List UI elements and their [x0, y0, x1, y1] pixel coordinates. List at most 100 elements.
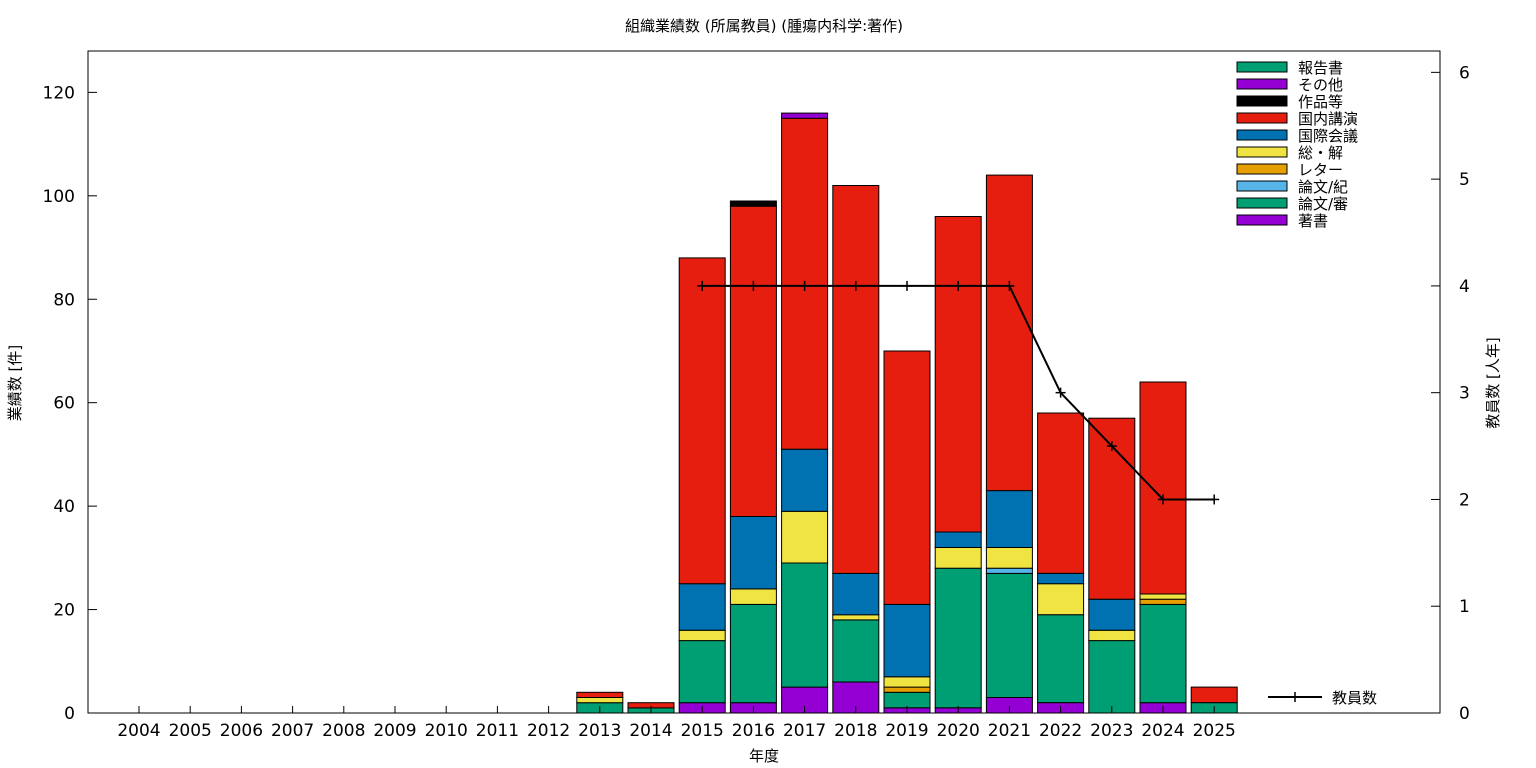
y-tick-label-2: 40 [53, 497, 75, 517]
y2-axis-label: 教員数 [人年] [1484, 337, 1502, 428]
bar-2020-series-4 [934, 547, 982, 569]
x-tick-label-8: 2012 [527, 721, 570, 741]
bar-2017-series-5 [781, 448, 829, 512]
bar-2016-series-6 [729, 205, 777, 517]
bar-2022-series-5 [1037, 572, 1085, 585]
bar-2018-series-1 [832, 619, 880, 683]
teacher-count-point-2023 [1106, 441, 1117, 452]
y-tick-label-4: 80 [53, 290, 75, 310]
bar-2023-series-4 [1088, 629, 1136, 642]
x-tick-label-7: 2011 [476, 721, 519, 741]
bar-2021-series-4 [985, 547, 1033, 569]
x-tick-label-14: 2018 [834, 721, 877, 741]
x-tick-label-10: 2014 [629, 721, 672, 741]
teacher-count-point-2016 [748, 280, 759, 291]
bar-2016-series-5 [729, 516, 777, 590]
bar-2016-series-4 [729, 588, 777, 605]
x-tick-label-3: 2007 [271, 721, 314, 741]
bar-2021-series-6 [985, 174, 1033, 492]
bar-2022-series-4 [1037, 583, 1085, 616]
bar-2019-series-3 [883, 686, 931, 693]
x-tick-label-15: 2019 [885, 721, 928, 741]
legend-swatch-5 [1236, 146, 1288, 158]
x-tick-label-0: 2004 [117, 721, 160, 741]
legend-swatch-3 [1236, 112, 1288, 124]
bar-2024-series-6 [1139, 381, 1187, 595]
legend-swatch-0 [1236, 61, 1288, 73]
bar-2023-series-1 [1088, 640, 1136, 714]
bar-2015-series-5 [678, 583, 726, 631]
x-tick-label-9: 2013 [578, 721, 621, 741]
chart-title: 組織業績数 (所属教員) (腫瘍内科学:著作) [625, 17, 903, 35]
bar-2020-series-5 [934, 531, 982, 548]
bar-2021-series-5 [985, 490, 1033, 549]
bar-2017-series-1 [781, 562, 829, 688]
x-tick-label-20: 2024 [1141, 721, 1184, 741]
teacher-count-point-2021 [1004, 280, 1015, 291]
legend-swatch-2 [1236, 95, 1288, 107]
bar-2015-series-6 [678, 257, 726, 585]
x-tick-label-21: 2025 [1193, 721, 1236, 741]
x-tick-label-11: 2015 [681, 721, 724, 741]
bar-2021-series-2 [985, 567, 1033, 574]
x-tick-label-2: 2006 [220, 721, 263, 741]
bar-2018-series-5 [832, 572, 880, 616]
teacher-count-point-2015 [697, 280, 708, 291]
bar-2013-series-6 [576, 691, 624, 698]
teacher-count-point-2019 [902, 280, 912, 291]
bar-2019-series-5 [883, 603, 931, 678]
legend-label-8: 論文/審 [1298, 195, 1348, 213]
legend-label-3: 国内講演 [1298, 110, 1358, 128]
y2-tick-label-4: 4 [1459, 277, 1470, 297]
y-tick-label-5: 100 [43, 187, 75, 207]
legend-swatch-4 [1236, 129, 1288, 141]
y-tick-label-1: 20 [53, 601, 75, 621]
bar-2024-series-4 [1139, 593, 1187, 600]
bar-2020-series-6 [934, 216, 982, 533]
legend-label-7: 論文/紀 [1298, 178, 1348, 196]
line-layer [697, 280, 1220, 505]
teacher-count-point-2022 [1055, 387, 1066, 398]
y2-tick-label-6: 6 [1459, 63, 1470, 83]
y-tick-label-0: 0 [64, 704, 75, 724]
x-tick-label-4: 2008 [322, 721, 365, 741]
bar-2024-series-1 [1139, 603, 1187, 704]
legend-swatch-7 [1236, 180, 1288, 192]
y2-tick-label-0: 0 [1459, 704, 1470, 724]
bar-2022-series-1 [1037, 614, 1085, 704]
teacher-count-point-2017 [799, 280, 810, 291]
teacher-count-point-2020 [953, 280, 964, 291]
bars-layer [576, 112, 1238, 714]
legend-swatch-1 [1236, 78, 1288, 90]
bar-2020-series-1 [934, 567, 982, 709]
legend-label-9: 著書 [1298, 212, 1328, 230]
bar-2024-series-3 [1139, 598, 1187, 605]
plot-frame [87, 50, 1441, 714]
legend-swatch-8 [1236, 197, 1288, 209]
bar-2023-series-5 [1088, 598, 1136, 631]
y2-tick-label-2: 2 [1459, 490, 1470, 510]
bar-2018-series-4 [832, 614, 880, 621]
x-tick-label-1: 2005 [169, 721, 212, 741]
bar-2015-series-4 [678, 629, 726, 642]
x-tick-label-12: 2016 [732, 721, 775, 741]
bar-2013-series-4 [576, 697, 624, 704]
legend-label-0: 報告書 [1298, 59, 1343, 77]
legend-label-4: 国際会議 [1298, 127, 1358, 145]
legend-label-5: 総・解 [1298, 144, 1343, 162]
legend-label-1: その他 [1298, 76, 1343, 94]
x-tick-label-17: 2021 [988, 721, 1031, 741]
bar-2019-series-6 [883, 350, 931, 605]
x-axis-label: 年度 [749, 747, 779, 765]
bar-2025-series-6 [1190, 686, 1238, 704]
bar-2021-series-1 [985, 572, 1033, 699]
x-tick-label-5: 2009 [373, 721, 416, 741]
x-tick-label-13: 2017 [783, 721, 826, 741]
teacher-count-point-2018 [850, 280, 861, 291]
bar-2019-series-4 [883, 676, 931, 688]
legend-label-2: 作品等 [1298, 93, 1343, 111]
y-axis-label: 業績数 [件] [6, 345, 24, 421]
x-tick-label-18: 2022 [1039, 721, 1082, 741]
